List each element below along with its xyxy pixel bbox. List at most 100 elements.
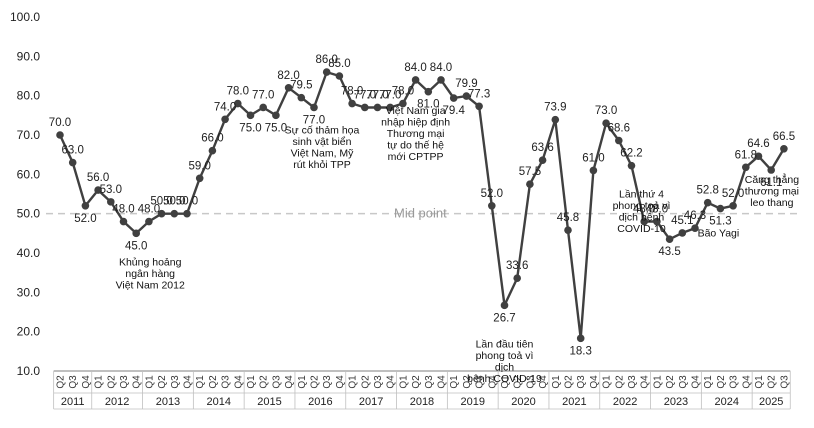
data-point	[170, 209, 179, 218]
data-point	[538, 156, 547, 164]
data-label: 79.5	[290, 80, 312, 92]
data-point	[322, 68, 331, 76]
data-point	[373, 103, 382, 112]
data-point	[361, 103, 369, 112]
annotation-text: Khủng hoảng	[119, 256, 182, 268]
year-label: 2020	[511, 396, 535, 408]
data-point	[119, 217, 128, 226]
data-point	[348, 99, 356, 108]
data-label: 70.0	[49, 117, 71, 129]
annotation-text: ngân hàng	[125, 268, 175, 280]
data-label: 77.0	[252, 89, 274, 101]
series-line	[58, 70, 785, 340]
quarter-tick-label: Q2	[767, 375, 778, 389]
data-label: 66.5	[773, 131, 795, 143]
data-point	[767, 166, 775, 174]
data-point	[691, 224, 699, 233]
y-tick-label: 100.0	[10, 10, 40, 24]
quarter-tick-label: Q3	[221, 375, 232, 389]
quarter-tick-label: Q3	[271, 375, 282, 389]
annotation-text: Việt Nam 2012	[116, 279, 185, 291]
y-tick-label: 40.0	[17, 246, 41, 260]
data-point	[602, 119, 610, 127]
data-point	[729, 202, 737, 210]
data-point	[780, 144, 788, 153]
y-tick-label: 70.0	[17, 128, 41, 142]
data-label: 73.0	[595, 105, 617, 117]
data-label: 50.0	[150, 196, 172, 208]
quarter-tick-label: Q4	[538, 375, 549, 389]
data-label: 43.5	[658, 246, 680, 258]
data-label: 75.0	[265, 122, 287, 134]
year-label: 2014	[207, 396, 231, 408]
quarter-tick-label: Q3	[170, 375, 181, 389]
data-label: 68.6	[608, 123, 630, 135]
data-point	[335, 72, 344, 80]
data-label: 61.1	[760, 177, 782, 189]
annotation-text: Việt Nam, Mỹ	[291, 147, 355, 159]
quarter-tick-label: Q4	[335, 375, 346, 389]
data-labels: 70.063.052.056.053.048.045.048.050.050.0…	[49, 54, 795, 357]
y-tick-label: 10.0	[17, 364, 41, 378]
year-label: 2022	[613, 396, 637, 408]
quarter-tick-label: Q1	[348, 375, 359, 389]
quarter-tick-label: Q4	[81, 375, 92, 389]
data-label: 45.1	[671, 215, 693, 227]
data-point	[513, 274, 521, 282]
quarter-tick-label: Q1	[195, 375, 206, 389]
data-point	[399, 99, 407, 108]
data-point	[742, 163, 750, 172]
data-point	[195, 174, 204, 183]
data-point	[526, 180, 534, 188]
annotation-text: Căng thẳng	[745, 173, 799, 186]
data-label: 64.6	[747, 138, 769, 150]
data-label: 46.3	[684, 210, 706, 222]
annotation-text: Lần đầu tiên	[476, 338, 534, 350]
year-label: 2017	[359, 396, 383, 408]
data-label: 81.0	[417, 99, 439, 111]
data-label: 86.0	[316, 54, 338, 66]
data-label: 51.3	[709, 216, 731, 228]
quarter-tick-label: Q4	[741, 375, 752, 389]
data-point	[157, 209, 166, 218]
quarter-tick-label: Q1	[500, 375, 511, 389]
quarter-tick-label: Q4	[691, 375, 702, 389]
data-label: 59.0	[189, 160, 211, 172]
quarter-tick-label: Q2	[564, 375, 575, 389]
year-label: 2019	[461, 396, 485, 408]
data-label: 84.0	[404, 62, 426, 74]
annotation-text: Việt Nam gia	[386, 105, 446, 117]
data-point	[665, 235, 674, 244]
data-label: 62.2	[620, 148, 642, 160]
mid-point-label: Mid point	[394, 206, 447, 221]
quarter-tick-label: Q4	[183, 375, 194, 389]
data-label: 48.0	[138, 204, 160, 216]
data-label: 66.0	[201, 133, 223, 145]
data-point	[640, 217, 648, 226]
data-point	[475, 102, 483, 111]
data-label: 50.0	[176, 196, 198, 208]
quarter-tick-label: Q4	[437, 375, 448, 389]
data-label: 77.0	[354, 89, 376, 101]
data-label: 85.0	[328, 58, 350, 70]
quarter-tick-label: Q2	[665, 375, 676, 389]
annotation-text: phong toả vì	[476, 350, 534, 362]
data-label: 48.0	[646, 204, 668, 216]
data-label: 26.7	[493, 312, 515, 324]
data-label: 63.6	[531, 142, 553, 154]
data-label: 77.0	[303, 114, 325, 126]
quarter-tick-label: Q2	[208, 375, 219, 389]
data-label: 79.9	[455, 78, 477, 90]
data-label: 50.0	[163, 196, 185, 208]
data-label: 78.0	[392, 86, 414, 98]
quarter-tick-label: Q2	[462, 375, 473, 389]
year-label: 2016	[308, 396, 332, 408]
quarter-tick-label: Q2	[310, 375, 321, 389]
data-label: 52.0	[74, 213, 96, 225]
year-label: 2024	[715, 396, 739, 408]
quarter-tick-label: Q3	[576, 375, 587, 389]
data-point	[703, 198, 712, 207]
data-label: 45.8	[557, 212, 579, 224]
data-point	[449, 94, 458, 102]
quarter-tick-label: Q1	[754, 375, 765, 389]
